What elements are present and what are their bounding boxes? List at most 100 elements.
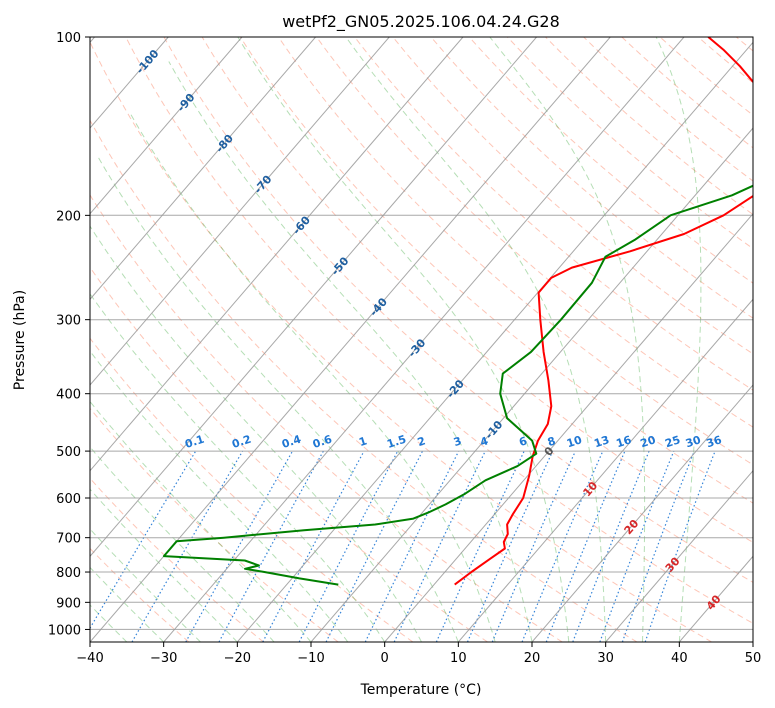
moist-adiabat bbox=[90, 528, 201, 642]
y-axis-ticks: 100 200 300 400 500 600 700 800 900 1000 bbox=[48, 31, 90, 638]
chart-title: wetPf2_GN05.2025.106.04.24.G28 bbox=[282, 12, 560, 32]
dry-adiabat bbox=[90, 119, 638, 642]
mixing-ratio-line bbox=[435, 450, 525, 642]
moist-adiabat bbox=[130, 113, 496, 642]
mixing-ratio-label: 1 bbox=[357, 434, 368, 449]
mixing-ratio-label: 30 bbox=[684, 433, 703, 450]
profile-series bbox=[162, 37, 753, 586]
x-tick-label: 30 bbox=[597, 651, 614, 666]
dewpoint-profile-line bbox=[162, 184, 753, 586]
moist-adiabat bbox=[90, 350, 349, 642]
dry-adiabat bbox=[545, 37, 753, 216]
y-tick-label: 500 bbox=[56, 445, 81, 460]
mixing-ratio-label: 13 bbox=[592, 433, 611, 450]
x-tick-label: 0 bbox=[381, 651, 389, 666]
isotherm-lines bbox=[90, 37, 753, 642]
isotherm-line bbox=[531, 384, 753, 642]
moist-adiabat bbox=[90, 604, 128, 642]
dry-adiabat bbox=[621, 37, 753, 149]
x-axis-ticks: −40 −30 −20 −10 0 10 20 30 40 50 bbox=[76, 642, 761, 666]
moist-adiabat bbox=[90, 225, 422, 642]
x-tick-label: 40 bbox=[671, 651, 688, 666]
mixing-ratio-line bbox=[491, 450, 576, 642]
mixing-ratio-label: 2 bbox=[416, 434, 427, 449]
dry-adiabat bbox=[316, 37, 753, 428]
isotherm-line bbox=[163, 37, 685, 642]
mixing-ratio-line bbox=[131, 450, 244, 642]
mixing-ratio-label: 10 bbox=[565, 433, 584, 450]
mixing-ratio-line bbox=[466, 450, 554, 642]
mixing-ratio-labels: 0.1 0.2 0.4 0.6 1 1.5 2 3 4 6 8 10 13 16 20 25 30 36 bbox=[183, 432, 723, 450]
dry-adiabat bbox=[507, 37, 753, 250]
mixing-ratio-label: 6 bbox=[517, 434, 529, 449]
isotherm-line bbox=[90, 37, 316, 301]
isotherm-line bbox=[384, 212, 753, 642]
isotherm-line bbox=[457, 298, 753, 642]
dry-adiabat bbox=[430, 37, 753, 319]
mixing-ratio-label: 0.6 bbox=[311, 432, 334, 450]
mixing-ratio-line bbox=[644, 450, 716, 642]
y-tick-label: 100 bbox=[56, 31, 81, 46]
moist-adiabat bbox=[489, 37, 646, 642]
moist-adiabat bbox=[90, 293, 386, 642]
moist-adiabats bbox=[90, 37, 702, 642]
mixing-ratio-label: 4 bbox=[479, 434, 491, 449]
isotherm-line bbox=[90, 37, 390, 386]
x-axis-label: Temperature (°C) bbox=[360, 682, 482, 698]
x-tick-label: −20 bbox=[224, 651, 251, 666]
y-tick-label: 700 bbox=[56, 532, 81, 547]
x-tick-label: 10 bbox=[450, 651, 467, 666]
dry-adiabat bbox=[90, 337, 414, 642]
mixing-ratio-label: 25 bbox=[663, 433, 682, 450]
moist-adiabat bbox=[237, 37, 570, 642]
mixing-ratio-line bbox=[393, 450, 486, 642]
isotherm-line bbox=[605, 469, 753, 642]
mixing-ratio-label: 1.5 bbox=[385, 433, 408, 451]
dry-adiabat bbox=[583, 37, 753, 182]
temperature-profile-line bbox=[454, 37, 753, 586]
y-tick-label: 800 bbox=[56, 566, 81, 581]
dry-adiabat bbox=[354, 37, 753, 391]
mixing-ratio-label: 36 bbox=[705, 433, 724, 450]
mixing-ratio-label: 0.1 bbox=[183, 433, 206, 451]
moist-adiabat bbox=[655, 37, 702, 642]
moist-adiabat bbox=[345, 37, 607, 642]
dry-adiabat bbox=[392, 37, 753, 355]
x-tick-label: −40 bbox=[76, 651, 103, 666]
mixing-ratio-line bbox=[521, 450, 604, 642]
dry-adiabat bbox=[201, 37, 753, 543]
x-tick-label: 50 bbox=[745, 651, 762, 666]
moist-adiabat bbox=[90, 488, 238, 642]
dry-adiabat bbox=[125, 37, 753, 624]
mixing-ratio-line bbox=[218, 450, 324, 642]
dry-adiabat bbox=[163, 37, 753, 583]
y-tick-label: 600 bbox=[56, 492, 81, 507]
mixing-ratio-lines bbox=[90, 450, 716, 642]
y-tick-label: 1000 bbox=[48, 623, 81, 638]
plot-frame bbox=[89, 36, 754, 643]
y-tick-label: 300 bbox=[56, 314, 81, 329]
mixing-ratio-label: 0.2 bbox=[230, 433, 253, 451]
dry-adiabat bbox=[277, 37, 753, 466]
y-tick-label: 200 bbox=[56, 209, 81, 224]
isotherm-line bbox=[90, 37, 243, 215]
mixing-ratio-line bbox=[364, 450, 460, 642]
pressure-gridlines bbox=[90, 37, 753, 630]
mixing-ratio-line bbox=[185, 450, 294, 642]
isotherm-line bbox=[310, 127, 753, 642]
mixing-ratio-label: 16 bbox=[615, 433, 634, 450]
mixing-ratio-label: 20 bbox=[639, 433, 658, 450]
moist-adiabat bbox=[168, 61, 533, 642]
mixing-ratio-label: 8 bbox=[546, 434, 557, 449]
x-tick-label: −30 bbox=[150, 651, 177, 666]
mixing-ratio-label: 0.4 bbox=[280, 432, 303, 450]
dry-adiabat bbox=[90, 40, 712, 642]
isotherm-line bbox=[90, 37, 537, 558]
y-axis-label: Pressure (hPa) bbox=[12, 290, 28, 390]
dry-adiabat bbox=[90, 477, 264, 642]
mixing-ratio-line bbox=[90, 450, 197, 630]
isotherm-line bbox=[236, 41, 753, 642]
